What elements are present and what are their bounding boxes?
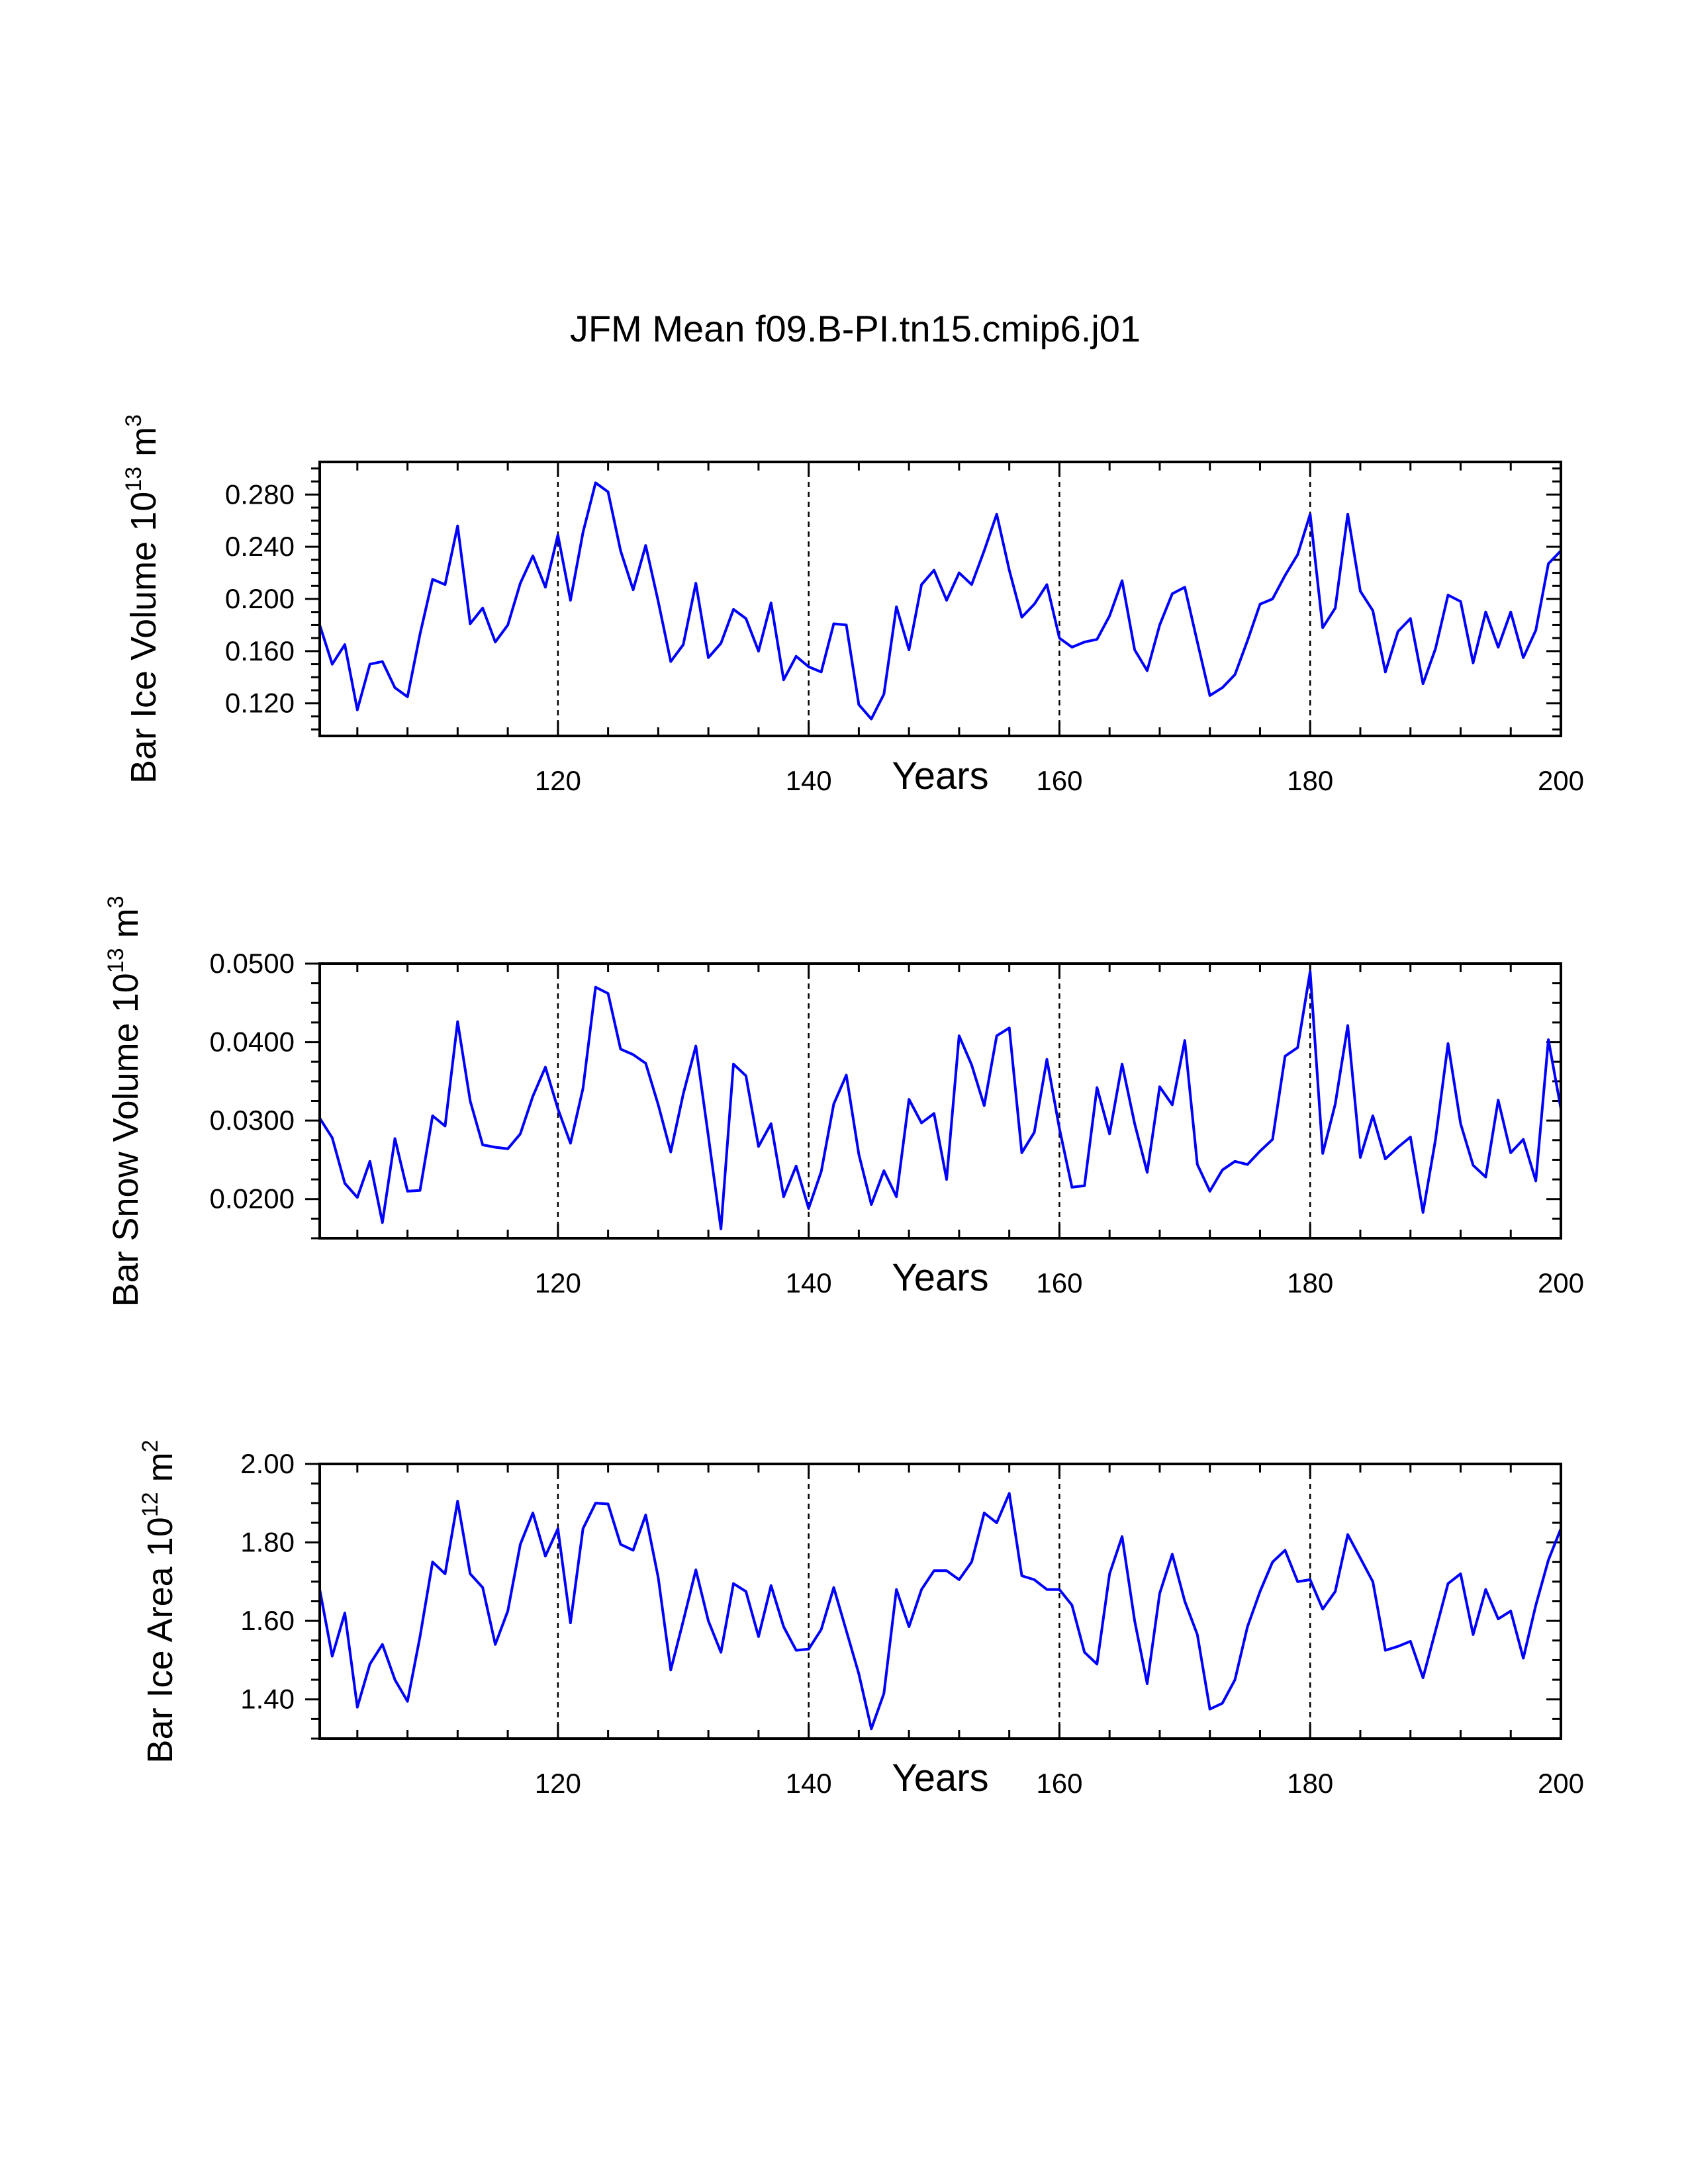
chart1-xtick-label-200: 200 xyxy=(1538,1267,1584,1298)
chart1-xtick-label-160: 160 xyxy=(1036,1267,1082,1298)
chart2-xtick-label-200: 200 xyxy=(1538,1768,1584,1799)
chart2-ytick-label: 1.60 xyxy=(240,1605,295,1636)
chart2-x-axis-label: Years xyxy=(892,1756,988,1799)
chart1-ytick-label: 0.0500 xyxy=(210,948,295,979)
ice-volume-panel: 0.120 0.160 0.200 0.240 0.280 120 140 160 180 200… xyxy=(121,414,1584,797)
chart1-xtick-label-140: 140 xyxy=(786,1267,832,1298)
chart0-series-line xyxy=(318,481,1562,721)
ice-area-panel: 1.40 1.60 1.80 2.00 120 140 160 180 200 Years Bar … xyxy=(138,1440,1584,1799)
chart1-plot-frame xyxy=(318,962,1562,1240)
chart0-plot-frame xyxy=(318,461,1562,737)
snow-volume-panel: 0.0200 0.0300 0.0400 0.0500 120 140 160 180 200 Y… xyxy=(103,895,1584,1306)
chart0-x-axis-label: Years xyxy=(892,754,988,797)
figure-title: JFM Mean f09.B-PI.tn15.cmip6.j01 xyxy=(570,308,1141,349)
chart2-xtick-label-160: 160 xyxy=(1036,1768,1082,1799)
chart0-ytick-label: 0.240 xyxy=(225,531,295,562)
chart1-x-axis-label: Years xyxy=(892,1256,988,1299)
chart1-ytick-label: 0.0200 xyxy=(210,1183,295,1214)
chart0-xtick-label-120: 120 xyxy=(535,765,581,796)
chart0-xtick-label-180: 180 xyxy=(1287,765,1333,796)
chart2-xtick-label-140: 140 xyxy=(786,1768,832,1799)
chart1-y-axis-label: Bar Snow Volume 1013 m3 xyxy=(103,895,146,1306)
chart2-series-line xyxy=(318,1492,1562,1731)
chart2-ytick-label: 1.40 xyxy=(240,1684,295,1715)
chart1-ytick-label: 0.0300 xyxy=(210,1105,295,1136)
chart0-ytick-label: 0.120 xyxy=(225,688,295,719)
chart0-y-axis-label: Bar Ice Volume 1013 m3 xyxy=(121,414,164,784)
chart0-ytick-label: 0.160 xyxy=(225,635,295,666)
chart1-series-line xyxy=(318,970,1562,1230)
chart2-plot-frame xyxy=(318,1463,1562,1740)
chart2-ytick-label: 2.00 xyxy=(240,1448,295,1479)
chart1-ytick-label: 0.0400 xyxy=(210,1026,295,1058)
chart0-ytick-label: 0.280 xyxy=(225,478,295,510)
chart0-xtick-label-140: 140 xyxy=(786,765,832,796)
chart0-xtick-label-160: 160 xyxy=(1036,765,1082,796)
chart1-xtick-label-120: 120 xyxy=(535,1267,581,1298)
chart2-xtick-label-180: 180 xyxy=(1287,1768,1333,1799)
chart1-xtick-label-180: 180 xyxy=(1287,1267,1333,1298)
chart2-xtick-label-120: 120 xyxy=(535,1768,581,1799)
chart0-xtick-label-200: 200 xyxy=(1538,765,1584,796)
chart0-ytick-label: 0.200 xyxy=(225,583,295,614)
chart2-ytick-label: 1.80 xyxy=(240,1527,295,1558)
chart2-y-axis-label: Bar Ice Area 1012 m2 xyxy=(138,1440,180,1764)
